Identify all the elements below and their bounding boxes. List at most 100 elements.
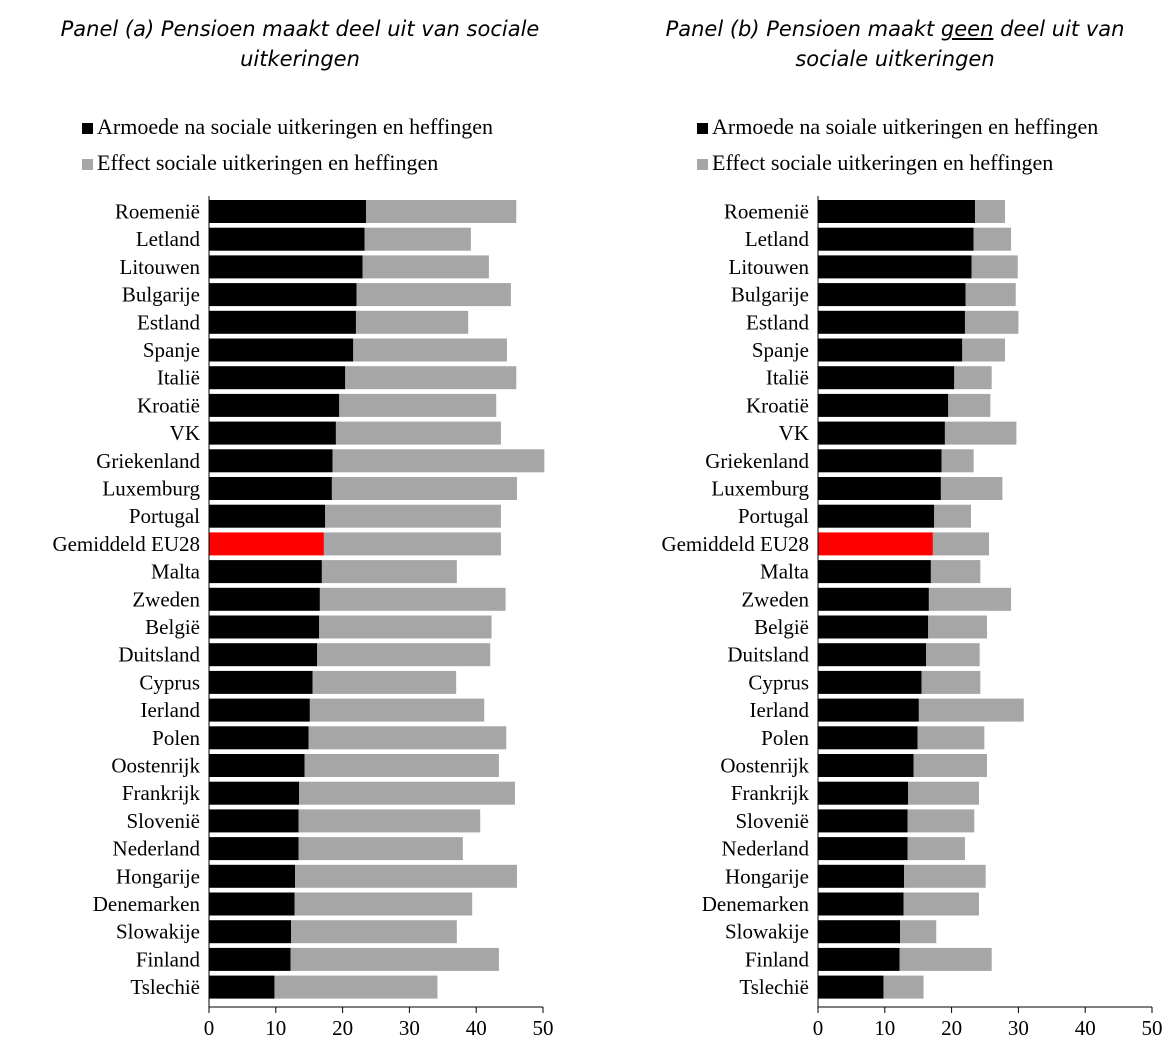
panel-b-bar-poverty bbox=[818, 227, 974, 251]
panel-a-bar-effect bbox=[319, 587, 506, 611]
panel-a-bar-effect bbox=[317, 643, 491, 667]
panel-b-x-tick-label: 40 bbox=[1075, 1016, 1096, 1039]
panel-a-category-label: Malta bbox=[151, 560, 201, 584]
panel-b-bar-poverty bbox=[818, 421, 945, 445]
panel-a-title: Panel (a) Pensioen maakt deel uit van so… bbox=[20, 14, 580, 74]
panel-b-bar-effect bbox=[965, 283, 1016, 307]
panel-b-category-label: Ierland bbox=[750, 698, 810, 722]
panel-b-bar-poverty bbox=[818, 366, 955, 390]
panel-b-x-tick-label: 20 bbox=[941, 1016, 962, 1039]
panel-b-bar-effect bbox=[932, 532, 990, 556]
panel-a-category-label: Slowakije bbox=[116, 920, 200, 944]
panel-b-title-line1: Panel (b) Pensioen maakt geen deel uit v… bbox=[665, 17, 1125, 41]
panel-b-legend-label-0: Armoede na soiale uitkeringen en heffing… bbox=[712, 114, 1098, 139]
panel-b-bar-poverty bbox=[818, 338, 963, 362]
panel-a-bar-poverty bbox=[209, 421, 336, 445]
panel-a-bar-poverty bbox=[209, 477, 332, 500]
panel-b-category-label: Zweden bbox=[741, 587, 809, 611]
panel-a-bar-poverty bbox=[209, 200, 366, 223]
panel-a-category-label: Estland bbox=[137, 310, 200, 334]
panel-a-bar-poverty bbox=[209, 283, 357, 307]
panel-b-category-label: Kroatië bbox=[746, 393, 809, 417]
panel-a-bar-effect bbox=[304, 754, 499, 777]
panel-b-bar-poverty bbox=[818, 975, 884, 999]
panel-b-category-label: Hongarije bbox=[725, 864, 809, 888]
panel-a-bar-effect bbox=[355, 310, 469, 334]
panel-a-category-label: Hongarije bbox=[116, 864, 200, 888]
panel-a-category-label: Polen bbox=[152, 726, 200, 750]
panel-b-legend-swatch-0 bbox=[697, 123, 708, 134]
panel-a-bar-effect bbox=[312, 670, 457, 694]
panel-a-bar-effect bbox=[298, 809, 481, 833]
panel-b-bar-poverty bbox=[818, 947, 900, 971]
panel-b-bar-poverty bbox=[818, 393, 949, 417]
panel-a-bar-poverty bbox=[209, 532, 324, 556]
panel-b-category-label: Duitsland bbox=[727, 643, 809, 667]
panel-b-category-label: Oostenrijk bbox=[720, 754, 809, 778]
panel-a-bar-effect bbox=[295, 864, 517, 888]
panel-a-bar-poverty bbox=[209, 227, 365, 251]
panel-b-title: Panel (b) Pensioen maakt geen deel uit v… bbox=[630, 14, 1160, 74]
panel-a-bar-effect bbox=[339, 393, 497, 417]
panel-b-category-label: Estland bbox=[746, 310, 809, 334]
panel-a-bar-effect bbox=[365, 200, 517, 223]
panel-b-bar-poverty bbox=[818, 809, 908, 833]
panel-b-bar-effect bbox=[921, 670, 981, 694]
panel-b-category-label: Slovenië bbox=[736, 809, 810, 833]
panel-b-category-label: Italië bbox=[766, 366, 809, 390]
panel-b-bar-poverty bbox=[818, 283, 966, 307]
panel-b-category-label: Griekenland bbox=[705, 449, 809, 473]
panel-b-bar-effect bbox=[962, 338, 1006, 362]
panel-a-category-label: Griekenland bbox=[96, 449, 200, 473]
panel-a-category-label: Letland bbox=[136, 227, 201, 251]
panel-a-title-line2: uitkeringen bbox=[240, 47, 360, 71]
panel-a-bar-poverty bbox=[209, 809, 299, 833]
panel-a-bar-effect bbox=[362, 255, 489, 279]
panel-a-bar-poverty bbox=[209, 504, 326, 528]
panel-b-bar-effect bbox=[954, 366, 992, 390]
panel-b-bar-effect bbox=[907, 809, 975, 833]
panel-b-bar-effect bbox=[904, 864, 986, 888]
panel-a-category-label: Zweden bbox=[132, 587, 200, 611]
panel-a-bar-poverty bbox=[209, 726, 309, 750]
panel-b-legend-swatch-1 bbox=[697, 159, 708, 170]
panel-a-category-label: Gemiddeld EU28 bbox=[52, 532, 200, 556]
panel-a-bar-poverty bbox=[209, 892, 295, 916]
panel-a-bar-poverty bbox=[209, 975, 275, 999]
panel-a-bar-effect bbox=[298, 837, 463, 861]
panel-b-bar-poverty bbox=[818, 560, 931, 584]
panel-b-bar-effect bbox=[930, 560, 981, 584]
panel-a-bar-effect bbox=[290, 947, 499, 971]
panel-a-category-label: Luxemburg bbox=[102, 477, 200, 501]
panel-b-bar-poverty bbox=[818, 200, 975, 223]
panel-b-bar-effect bbox=[941, 449, 974, 473]
panel-a-category-label: Litouwen bbox=[120, 255, 201, 279]
panel-a-bar-effect bbox=[309, 698, 485, 722]
panel-a-category-label: Italië bbox=[157, 366, 200, 390]
panel-b-bar-effect bbox=[973, 227, 1012, 251]
panel-a-category-label: België bbox=[145, 615, 200, 639]
panel-b-bar-effect bbox=[940, 477, 1003, 500]
panel-b-category-label: Denemarken bbox=[702, 892, 810, 916]
panel-b-category-label: Litouwen bbox=[729, 255, 810, 279]
panel-b-bar-poverty bbox=[818, 477, 941, 500]
panel-a-bar-effect bbox=[364, 227, 471, 251]
panel-b-category-label: Cyprus bbox=[748, 670, 809, 694]
panel-b-bar-poverty bbox=[818, 837, 908, 861]
panel-b-category-label: Nederland bbox=[722, 837, 810, 861]
panel-b-bar-poverty bbox=[818, 670, 922, 694]
panel-a-bar-effect bbox=[274, 975, 438, 999]
panel-b-category-label: Slowakije bbox=[725, 920, 809, 944]
panel-a-category-label: Tslechië bbox=[130, 975, 200, 999]
panel-a-bar-poverty bbox=[209, 255, 363, 279]
panel-a-x-tick-label: 20 bbox=[332, 1016, 353, 1039]
panel-b-bar-effect bbox=[928, 587, 1012, 611]
panel-a-legend-label-0: Armoede na sociale uitkeringen en heffin… bbox=[97, 114, 493, 139]
panel-b-bar-poverty bbox=[818, 504, 935, 528]
panel-a-bar-effect bbox=[356, 283, 511, 307]
panel-a-bar-poverty bbox=[209, 754, 305, 777]
panel-a-bar-poverty bbox=[209, 947, 291, 971]
panel-b-category-label: VK bbox=[779, 421, 809, 445]
panel-a-bar-poverty bbox=[209, 698, 310, 722]
